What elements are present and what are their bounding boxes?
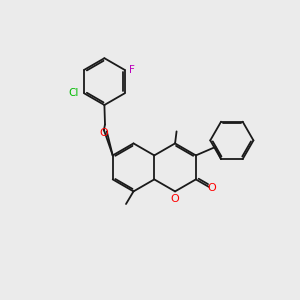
Text: O: O [207, 183, 216, 193]
Text: O: O [171, 194, 179, 203]
Text: Cl: Cl [69, 88, 79, 98]
Text: O: O [99, 128, 108, 139]
Text: F: F [129, 64, 135, 75]
